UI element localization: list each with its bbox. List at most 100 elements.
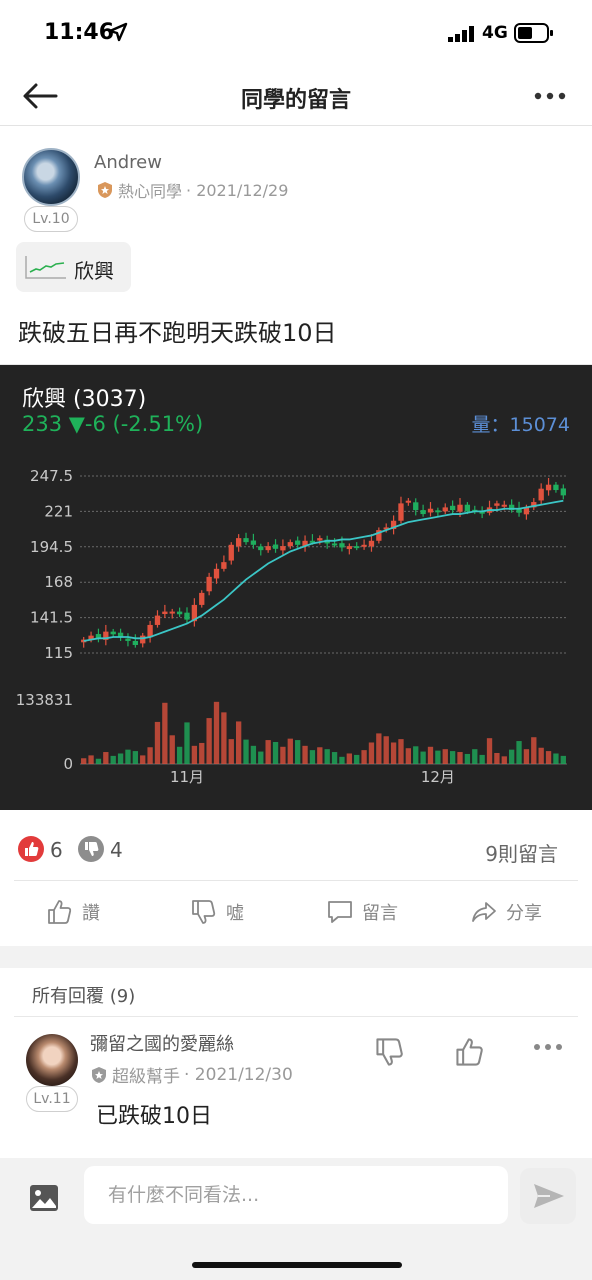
reaction-row: 6 4 9則留言 bbox=[0, 830, 592, 870]
reply-more-icon[interactable] bbox=[532, 1042, 564, 1052]
chart-volume-label: 量：15074 bbox=[471, 414, 570, 436]
stock-chart-card[interactable]: 247.5 221 194.5 168 141.5 115 133831 0 11月 12月 欣興… bbox=[0, 365, 592, 810]
chart-stock-name: 欣興 (3037) bbox=[22, 387, 147, 412]
candle-body bbox=[154, 615, 161, 625]
candle-body bbox=[199, 592, 205, 605]
volume-bar bbox=[509, 749, 515, 764]
candle-body bbox=[221, 562, 227, 569]
candle-body bbox=[331, 543, 338, 546]
volume-bar bbox=[103, 752, 109, 764]
post-date: · 2021/12/29 bbox=[186, 180, 289, 200]
volume-bar bbox=[442, 749, 448, 764]
candle-body bbox=[125, 638, 131, 641]
volume-bar bbox=[494, 753, 500, 764]
dislike-count: 4 bbox=[110, 838, 123, 862]
candle-body bbox=[442, 507, 448, 512]
image-upload-icon[interactable] bbox=[28, 1182, 60, 1214]
price-tick-label: 141.5 bbox=[30, 609, 73, 627]
candle-body bbox=[243, 538, 249, 543]
post-title: 跌破五日再不跑明天跌破10日 bbox=[18, 319, 337, 347]
candle-body bbox=[235, 538, 242, 547]
comment-count[interactable]: 9則留言 bbox=[485, 842, 558, 866]
divider bbox=[14, 880, 578, 881]
candle-body bbox=[449, 505, 456, 511]
volume-tick-label: 0 bbox=[63, 755, 73, 773]
author-role: 熱心同學 bbox=[118, 182, 183, 201]
volume-bar bbox=[390, 742, 397, 764]
reply-like-button[interactable] bbox=[454, 1036, 486, 1068]
candle-body bbox=[206, 576, 212, 592]
comment-input[interactable] bbox=[84, 1166, 508, 1224]
candle-body bbox=[383, 527, 389, 530]
chart-price-change: 233 ▼-6 (-2.51%) bbox=[22, 412, 204, 436]
action-bar: 讚 噓 留言 分享 bbox=[0, 886, 592, 938]
candle-body bbox=[376, 530, 382, 541]
back-arrow-icon[interactable] bbox=[20, 80, 60, 112]
dislike-count-icon bbox=[78, 836, 104, 862]
avatar[interactable] bbox=[26, 1034, 78, 1086]
author-name[interactable]: Andrew bbox=[94, 152, 162, 173]
share-button-label: 分享 bbox=[506, 903, 542, 924]
volume-bar bbox=[538, 747, 544, 764]
reply-author-meta: 超級幫手 · 2021/12/30 bbox=[90, 1062, 293, 1087]
candle-body bbox=[553, 484, 559, 491]
cellular-signal-icon bbox=[448, 26, 474, 42]
volume-bar bbox=[560, 755, 566, 764]
candle-body bbox=[435, 510, 441, 513]
volume-bar bbox=[250, 745, 257, 764]
like-button[interactable]: 讚 bbox=[46, 894, 100, 930]
candle-body bbox=[427, 508, 434, 513]
comment-input-bar bbox=[0, 1158, 592, 1280]
volume-bar bbox=[213, 701, 220, 764]
divider bbox=[14, 1016, 578, 1017]
volume-bar bbox=[479, 754, 485, 764]
candle-body bbox=[560, 488, 566, 496]
candle-body bbox=[368, 540, 375, 547]
dislike-button-label: 噓 bbox=[226, 903, 244, 924]
volume-bar bbox=[523, 749, 530, 764]
reply-dislike-button[interactable] bbox=[374, 1036, 406, 1068]
volume-bar bbox=[501, 756, 507, 764]
volume-bar bbox=[154, 721, 161, 764]
stock-tag[interactable]: 欣興 bbox=[16, 242, 131, 292]
price-tick-label: 115 bbox=[44, 644, 73, 662]
volume-bar bbox=[354, 754, 360, 764]
dislike-button[interactable]: 噓 bbox=[190, 894, 244, 930]
home-indicator bbox=[192, 1262, 402, 1268]
candle-body bbox=[147, 624, 153, 638]
candlestick-chart: 247.5 221 194.5 168 141.5 115 133831 0 11月 12月 bbox=[16, 467, 567, 786]
volume-bar bbox=[169, 735, 175, 764]
month-tick-label: 12月 bbox=[421, 768, 455, 786]
volume-bar bbox=[95, 758, 102, 764]
level-badge: Lv.10 bbox=[24, 206, 78, 232]
battery-icon bbox=[514, 23, 553, 43]
volume-bar bbox=[331, 752, 338, 764]
send-button[interactable] bbox=[520, 1168, 576, 1224]
more-options-icon[interactable] bbox=[530, 90, 570, 102]
share-button[interactable]: 分享 bbox=[470, 894, 542, 930]
candle-body bbox=[140, 635, 146, 644]
shield-badge-icon bbox=[98, 182, 112, 198]
avatar[interactable] bbox=[22, 148, 80, 206]
candle-body bbox=[339, 543, 345, 548]
volume-bar bbox=[258, 751, 264, 764]
price-tick-label: 247.5 bbox=[30, 467, 73, 485]
candle-body bbox=[169, 611, 175, 614]
candle-body bbox=[162, 611, 168, 614]
comment-button[interactable]: 留言 bbox=[326, 894, 398, 930]
comment-bubble-icon bbox=[328, 901, 352, 923]
reply-author-name[interactable]: 彌留之國的愛麗絲 bbox=[90, 1034, 234, 1055]
volume-bar bbox=[280, 746, 286, 764]
volume-bar bbox=[243, 739, 249, 764]
candle-body bbox=[531, 502, 537, 508]
volume-bar bbox=[235, 721, 242, 764]
volume-bar bbox=[295, 740, 301, 764]
volume-bar bbox=[324, 749, 330, 764]
network-type: 4G bbox=[482, 23, 508, 43]
volume-bar bbox=[287, 738, 293, 764]
candle-body bbox=[265, 546, 271, 551]
candle-body bbox=[88, 635, 94, 640]
reply-text: 已跌破10日 bbox=[96, 1104, 212, 1129]
location-arrow-icon bbox=[108, 22, 128, 42]
volume-bar bbox=[531, 737, 537, 764]
